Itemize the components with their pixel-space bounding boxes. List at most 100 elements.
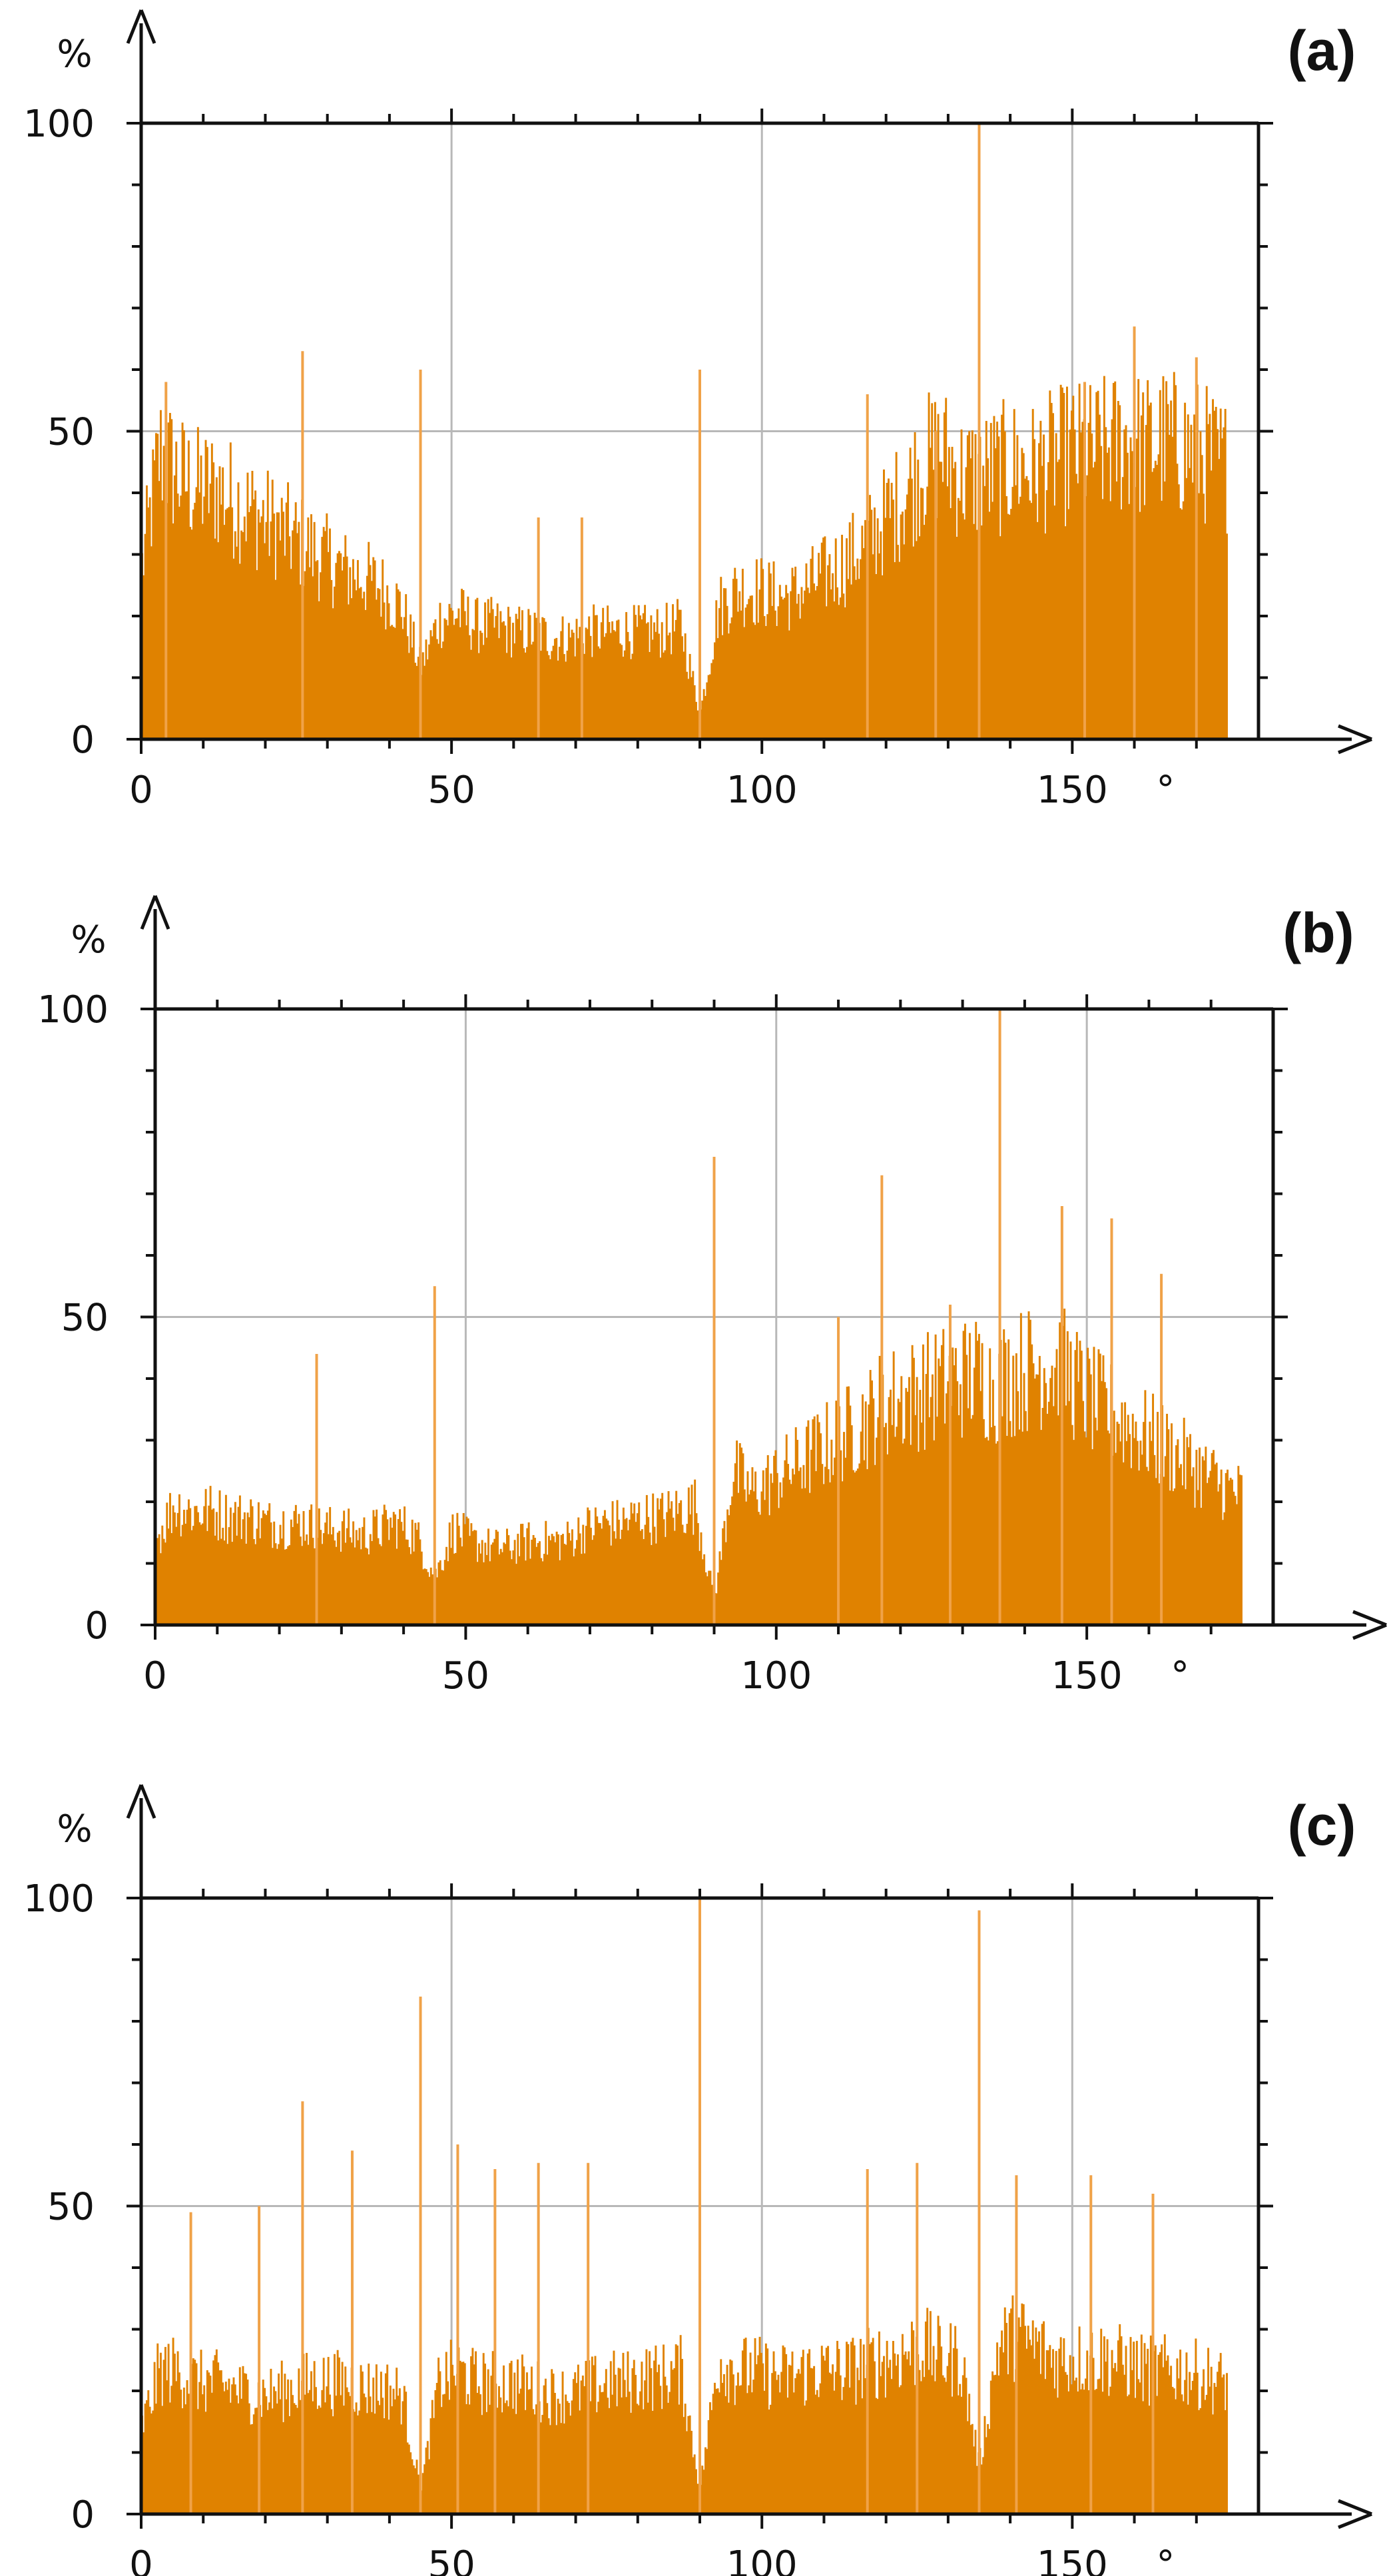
histogram-bar: [1142, 392, 1145, 739]
histogram-bar: [366, 2413, 368, 2514]
histogram-bar: [675, 1490, 678, 1625]
histogram-bar: [357, 1540, 360, 1625]
histogram-bar: [1119, 1441, 1122, 1625]
histogram-bar: [491, 2351, 494, 2514]
histogram-bar: [257, 1502, 260, 1625]
histogram-bar: [251, 1506, 254, 1625]
histogram-bar: [343, 1510, 346, 1625]
histogram-bar: [813, 583, 816, 739]
histogram-bar: [619, 643, 621, 739]
histogram-bar: [276, 512, 278, 739]
histogram-bar: [1117, 2340, 1119, 2514]
histogram-bar: [900, 2385, 902, 2514]
histogram-bar: [1200, 1508, 1203, 1625]
histogram-bar: [294, 1504, 297, 1625]
histogram-bar: [685, 1533, 687, 1625]
histogram-bar: [808, 593, 811, 739]
histogram-bar: [939, 1366, 942, 1625]
histogram-spike: [1151, 2194, 1155, 2514]
histogram-bar: [170, 419, 173, 739]
histogram-spike: [1160, 1273, 1163, 1625]
histogram-bar: [962, 1331, 965, 1625]
histogram-bar: [344, 1542, 347, 1625]
histogram-bar: [372, 1510, 375, 1625]
histogram-bar: [535, 1546, 538, 1625]
histogram-bar: [1125, 1441, 1128, 1625]
histogram-bar: [1073, 2380, 1076, 2514]
histogram-spike: [880, 1175, 884, 1625]
histogram-bar: [1106, 452, 1109, 739]
histogram-bar: [822, 2356, 825, 2514]
histogram-bar: [231, 1542, 234, 1625]
histogram-bar: [256, 570, 258, 739]
histogram-bar: [636, 1513, 639, 1625]
histogram-bar: [167, 1528, 170, 1625]
histogram-bar: [934, 2381, 936, 2514]
histogram-bar: [655, 631, 657, 739]
histogram-bar: [912, 546, 915, 739]
histogram-bar: [847, 579, 850, 739]
histogram-bar: [870, 2342, 873, 2514]
histogram-bar: [709, 1570, 712, 1625]
histogram-bar: [784, 1460, 786, 1625]
histogram-bar: [338, 1530, 341, 1625]
histogram-bar: [1212, 399, 1215, 739]
histogram-bar: [519, 630, 522, 739]
histogram-bar: [798, 1470, 800, 1625]
histogram-bar: [1055, 1349, 1058, 1625]
histogram-bar: [167, 422, 170, 739]
histogram-bar: [591, 657, 593, 739]
histogram-bar: [772, 2351, 775, 2514]
histogram-bar: [987, 2423, 989, 2514]
histogram-bar: [210, 443, 213, 739]
histogram-bar: [215, 477, 218, 739]
histogram-bar: [175, 2381, 178, 2514]
histogram-bar: [1098, 2378, 1101, 2514]
histogram-bar: [391, 1527, 394, 1625]
histogram-bar: [1005, 496, 1008, 739]
histogram-bar: [665, 2385, 668, 2514]
histogram-bar: [369, 2396, 372, 2514]
histogram-bar: [872, 1398, 875, 1625]
histogram-bar: [292, 530, 294, 739]
histogram-bar: [159, 2352, 162, 2514]
histogram-bar: [238, 563, 241, 739]
histogram-bar: [818, 553, 820, 739]
histogram-bar: [906, 1391, 909, 1625]
histogram-bar: [707, 2419, 710, 2514]
histogram-bar: [364, 1547, 367, 1625]
histogram-bar: [360, 587, 362, 739]
histogram-bar: [1135, 438, 1138, 739]
histogram-bar: [346, 1528, 348, 1625]
histogram-bar: [594, 2356, 597, 2514]
histogram-bar: [563, 1544, 566, 1625]
histogram-bar: [206, 2370, 208, 2514]
histogram-bar: [1029, 500, 1031, 739]
histogram-bar: [538, 1541, 541, 1625]
histogram-bar: [464, 1524, 466, 1625]
histogram-bar: [428, 644, 431, 739]
histogram-bar: [569, 2415, 572, 2514]
histogram-bar: [857, 1468, 859, 1625]
histogram-bar: [1120, 2336, 1123, 2514]
histogram-bar: [670, 654, 673, 739]
histogram-bar: [1143, 2343, 1146, 2514]
histogram-bar: [855, 1470, 858, 1625]
histogram-bar: [1024, 2326, 1027, 2514]
histogram-bar: [645, 623, 648, 739]
histogram-bar: [1107, 447, 1110, 739]
histogram-bar: [985, 421, 987, 739]
histogram-bar: [956, 1381, 959, 1625]
histogram-bar: [530, 644, 533, 739]
histogram-bar: [340, 1552, 342, 1625]
histogram-bar: [196, 1512, 199, 1625]
histogram-bar: [349, 2396, 352, 2514]
histogram-bar: [1176, 464, 1179, 739]
histogram-bar: [818, 1422, 820, 1625]
histogram-bar: [541, 2415, 544, 2514]
histogram-bar: [966, 1355, 968, 1625]
histogram-bar: [404, 1506, 406, 1625]
histogram-bar: [1053, 505, 1056, 739]
histogram-bar: [1223, 2374, 1225, 2514]
histogram-bar: [734, 1463, 736, 1625]
